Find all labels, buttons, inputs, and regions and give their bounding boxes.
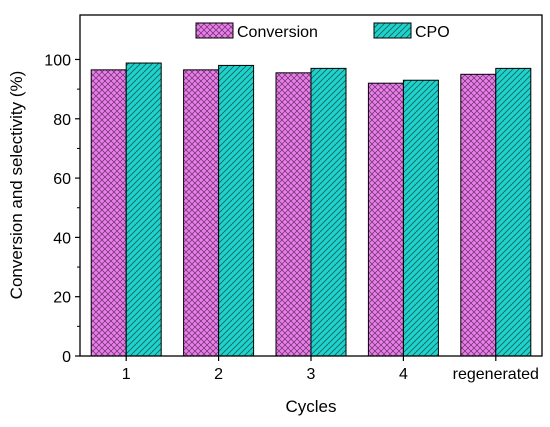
y-tick-label: 0 xyxy=(62,349,71,366)
bar-conversion-1 xyxy=(183,69,220,357)
bar-conversion-4 xyxy=(460,73,497,357)
y-axis-label: Conversion and selectivity (%) xyxy=(7,71,26,300)
y-tick-label: 100 xyxy=(44,52,71,69)
legend-label-cpo: CPO xyxy=(415,24,450,41)
bar-cpo-2 xyxy=(310,67,347,357)
y-tick-label: 80 xyxy=(53,112,71,129)
legend-swatch-cpo xyxy=(373,22,412,39)
bar-cpo-0 xyxy=(125,62,162,357)
y-tick-label: 60 xyxy=(53,171,71,188)
x-tick-label: 4 xyxy=(399,366,408,383)
legend-swatch-conversion xyxy=(195,22,234,39)
x-tick-label: 3 xyxy=(307,366,316,383)
bar-conversion-3 xyxy=(367,82,404,357)
bar-cpo-1 xyxy=(218,64,255,357)
bar-cpo-3 xyxy=(402,79,439,357)
bar-conversion-0 xyxy=(90,69,127,357)
legend-label-conversion: Conversion xyxy=(237,24,318,41)
bar-conversion-2 xyxy=(275,72,312,357)
x-tick-label: regenerated xyxy=(453,366,539,383)
y-tick-label: 40 xyxy=(53,230,71,247)
y-tick-label: 20 xyxy=(53,290,71,307)
x-tick-label: 1 xyxy=(122,366,131,383)
x-tick-label: 2 xyxy=(214,366,223,383)
bar-cpo-4 xyxy=(495,67,532,357)
x-axis-label: Cycles xyxy=(285,397,336,416)
